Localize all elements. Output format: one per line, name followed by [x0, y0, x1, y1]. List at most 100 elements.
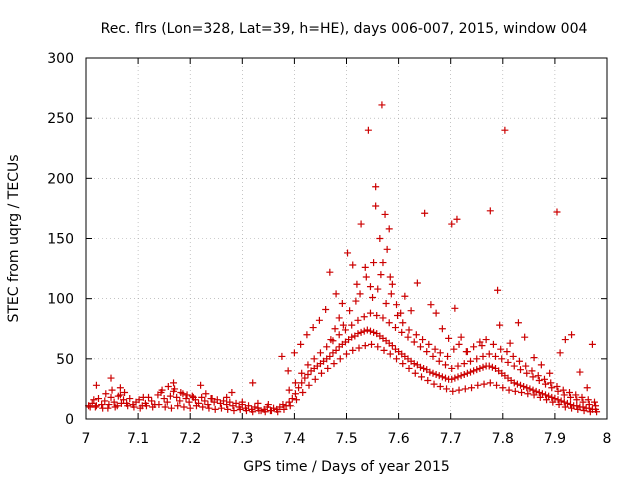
data-point — [431, 345, 439, 353]
data-point — [432, 370, 440, 378]
data-point — [114, 392, 122, 400]
data-point — [161, 403, 169, 411]
data-point — [449, 387, 457, 395]
data-point — [326, 352, 334, 360]
data-point — [398, 328, 406, 336]
data-point — [198, 393, 206, 401]
data-point — [545, 392, 553, 400]
y-tick-label: 0 — [65, 412, 74, 428]
data-point — [509, 352, 517, 360]
data-point — [205, 404, 213, 412]
data-point — [274, 408, 282, 416]
data-point — [130, 403, 138, 411]
data-point — [121, 389, 129, 397]
data-point — [520, 383, 528, 391]
data-point — [419, 336, 427, 344]
data-point — [238, 398, 246, 406]
y-tick-label: 50 — [56, 352, 74, 368]
data-point — [316, 349, 324, 357]
data-point — [430, 380, 438, 388]
data-point — [451, 374, 459, 382]
data-point — [335, 331, 343, 339]
data-point — [501, 126, 509, 134]
data-point — [220, 397, 228, 405]
data-point — [455, 340, 463, 348]
data-point — [352, 297, 360, 305]
data-point — [354, 330, 362, 338]
data-point — [460, 360, 468, 368]
data-point — [116, 384, 124, 392]
data-point — [478, 342, 486, 350]
data-point — [482, 336, 490, 344]
data-point — [424, 376, 432, 384]
data-point — [155, 401, 163, 409]
data-point — [343, 350, 350, 358]
data-point — [445, 334, 453, 342]
data-point — [554, 387, 562, 395]
data-point — [435, 372, 443, 380]
y-tick-label: 150 — [47, 232, 74, 248]
data-point — [254, 399, 262, 407]
data-point — [493, 381, 501, 389]
y-axis-label: STEC from uqrg / TECUs — [6, 154, 22, 322]
data-point — [393, 301, 401, 309]
data-point — [421, 209, 429, 217]
chart-title: Rec. flrs (Lon=328, Lat=39, h=HE), days … — [101, 21, 588, 37]
data-point — [208, 395, 216, 403]
data-point — [361, 263, 369, 271]
data-point — [388, 342, 396, 350]
data-point — [381, 210, 389, 218]
data-point — [466, 368, 474, 376]
data-point — [578, 393, 586, 401]
data-point — [388, 280, 396, 288]
data-point — [309, 324, 317, 332]
data-point — [427, 301, 435, 309]
data-point — [379, 259, 387, 267]
data-point — [102, 390, 110, 398]
data-point — [249, 408, 257, 416]
x-tick-label: 8 — [603, 431, 612, 447]
data-point — [401, 292, 409, 300]
data-point — [163, 398, 171, 406]
data-point — [335, 314, 343, 322]
data-point — [217, 404, 225, 412]
data-point — [117, 399, 125, 407]
data-point — [188, 392, 196, 400]
data-point — [183, 391, 191, 399]
data-point — [494, 286, 502, 294]
data-point — [383, 245, 391, 253]
data-point — [344, 249, 352, 257]
data-point — [536, 393, 544, 401]
x-tick-label: 7.8 — [492, 431, 514, 447]
data-point — [361, 342, 369, 350]
data-point — [299, 389, 307, 397]
data-point — [136, 404, 144, 412]
data-point — [171, 385, 179, 393]
data-point — [382, 299, 390, 307]
data-point — [563, 399, 571, 407]
data-point — [453, 215, 461, 223]
data-point — [315, 316, 323, 324]
data-point — [354, 316, 362, 324]
data-point — [107, 374, 115, 382]
data-point — [284, 367, 292, 375]
data-point — [413, 279, 421, 287]
data-point — [99, 404, 107, 412]
data-point — [92, 402, 100, 410]
data-point — [332, 290, 340, 298]
data-point — [473, 366, 481, 374]
data-point — [98, 401, 106, 409]
data-point — [310, 355, 318, 363]
data-point — [255, 407, 263, 415]
data-point — [592, 402, 600, 410]
data-point — [573, 402, 581, 410]
data-point — [535, 376, 543, 384]
data-point — [451, 304, 459, 312]
data-point — [291, 390, 299, 398]
data-point — [438, 373, 446, 381]
data-point — [574, 405, 582, 413]
data-point — [457, 372, 465, 380]
data-point — [463, 369, 471, 377]
data-point — [105, 401, 113, 409]
data-point — [480, 380, 488, 388]
